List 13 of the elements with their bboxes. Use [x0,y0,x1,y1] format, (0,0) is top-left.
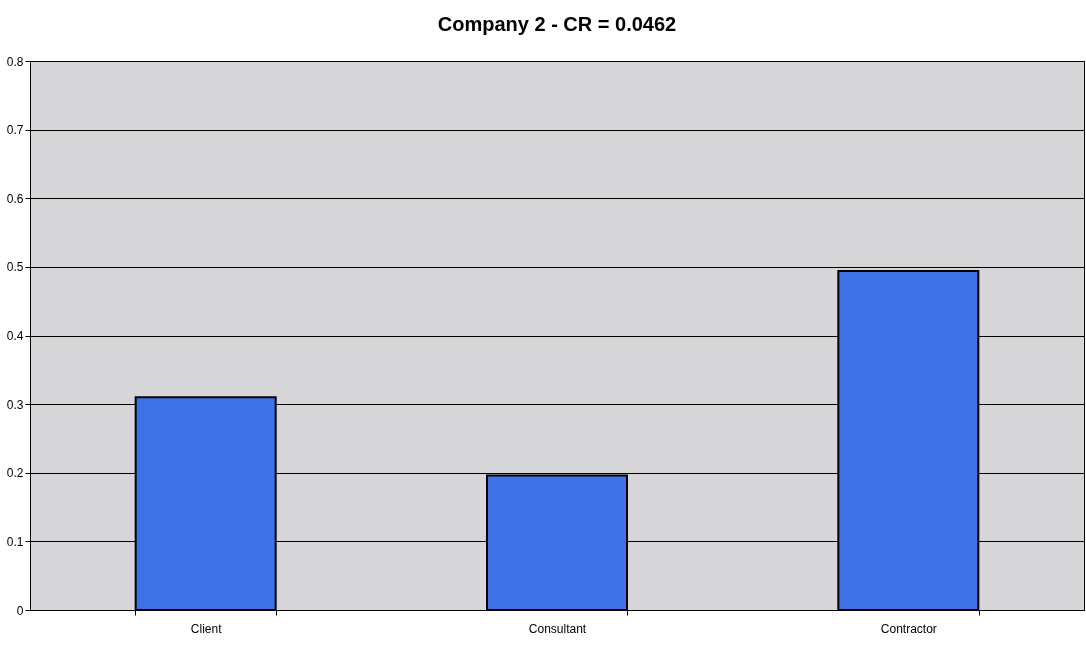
x-tick-label: Contractor [880,621,937,636]
y-tick-label: 0.2 [6,466,24,481]
y-tick-label: 0.3 [6,397,24,412]
chart-title: Company 2 - CR = 0.0462 [437,13,677,35]
y-tick-label: 0.8 [6,54,24,69]
y-tick-label: 0.1 [6,534,24,549]
x-tick-label: Client [190,621,223,636]
y-tick-label: 0 [16,603,24,618]
y-tick-label: 0.5 [6,260,24,275]
y-tick-label: 0.6 [6,191,24,206]
x-tick-label: Consultant [528,621,587,636]
y-tick-label: 0.4 [6,329,24,343]
y-tick-label: 0.7 [6,123,24,138]
